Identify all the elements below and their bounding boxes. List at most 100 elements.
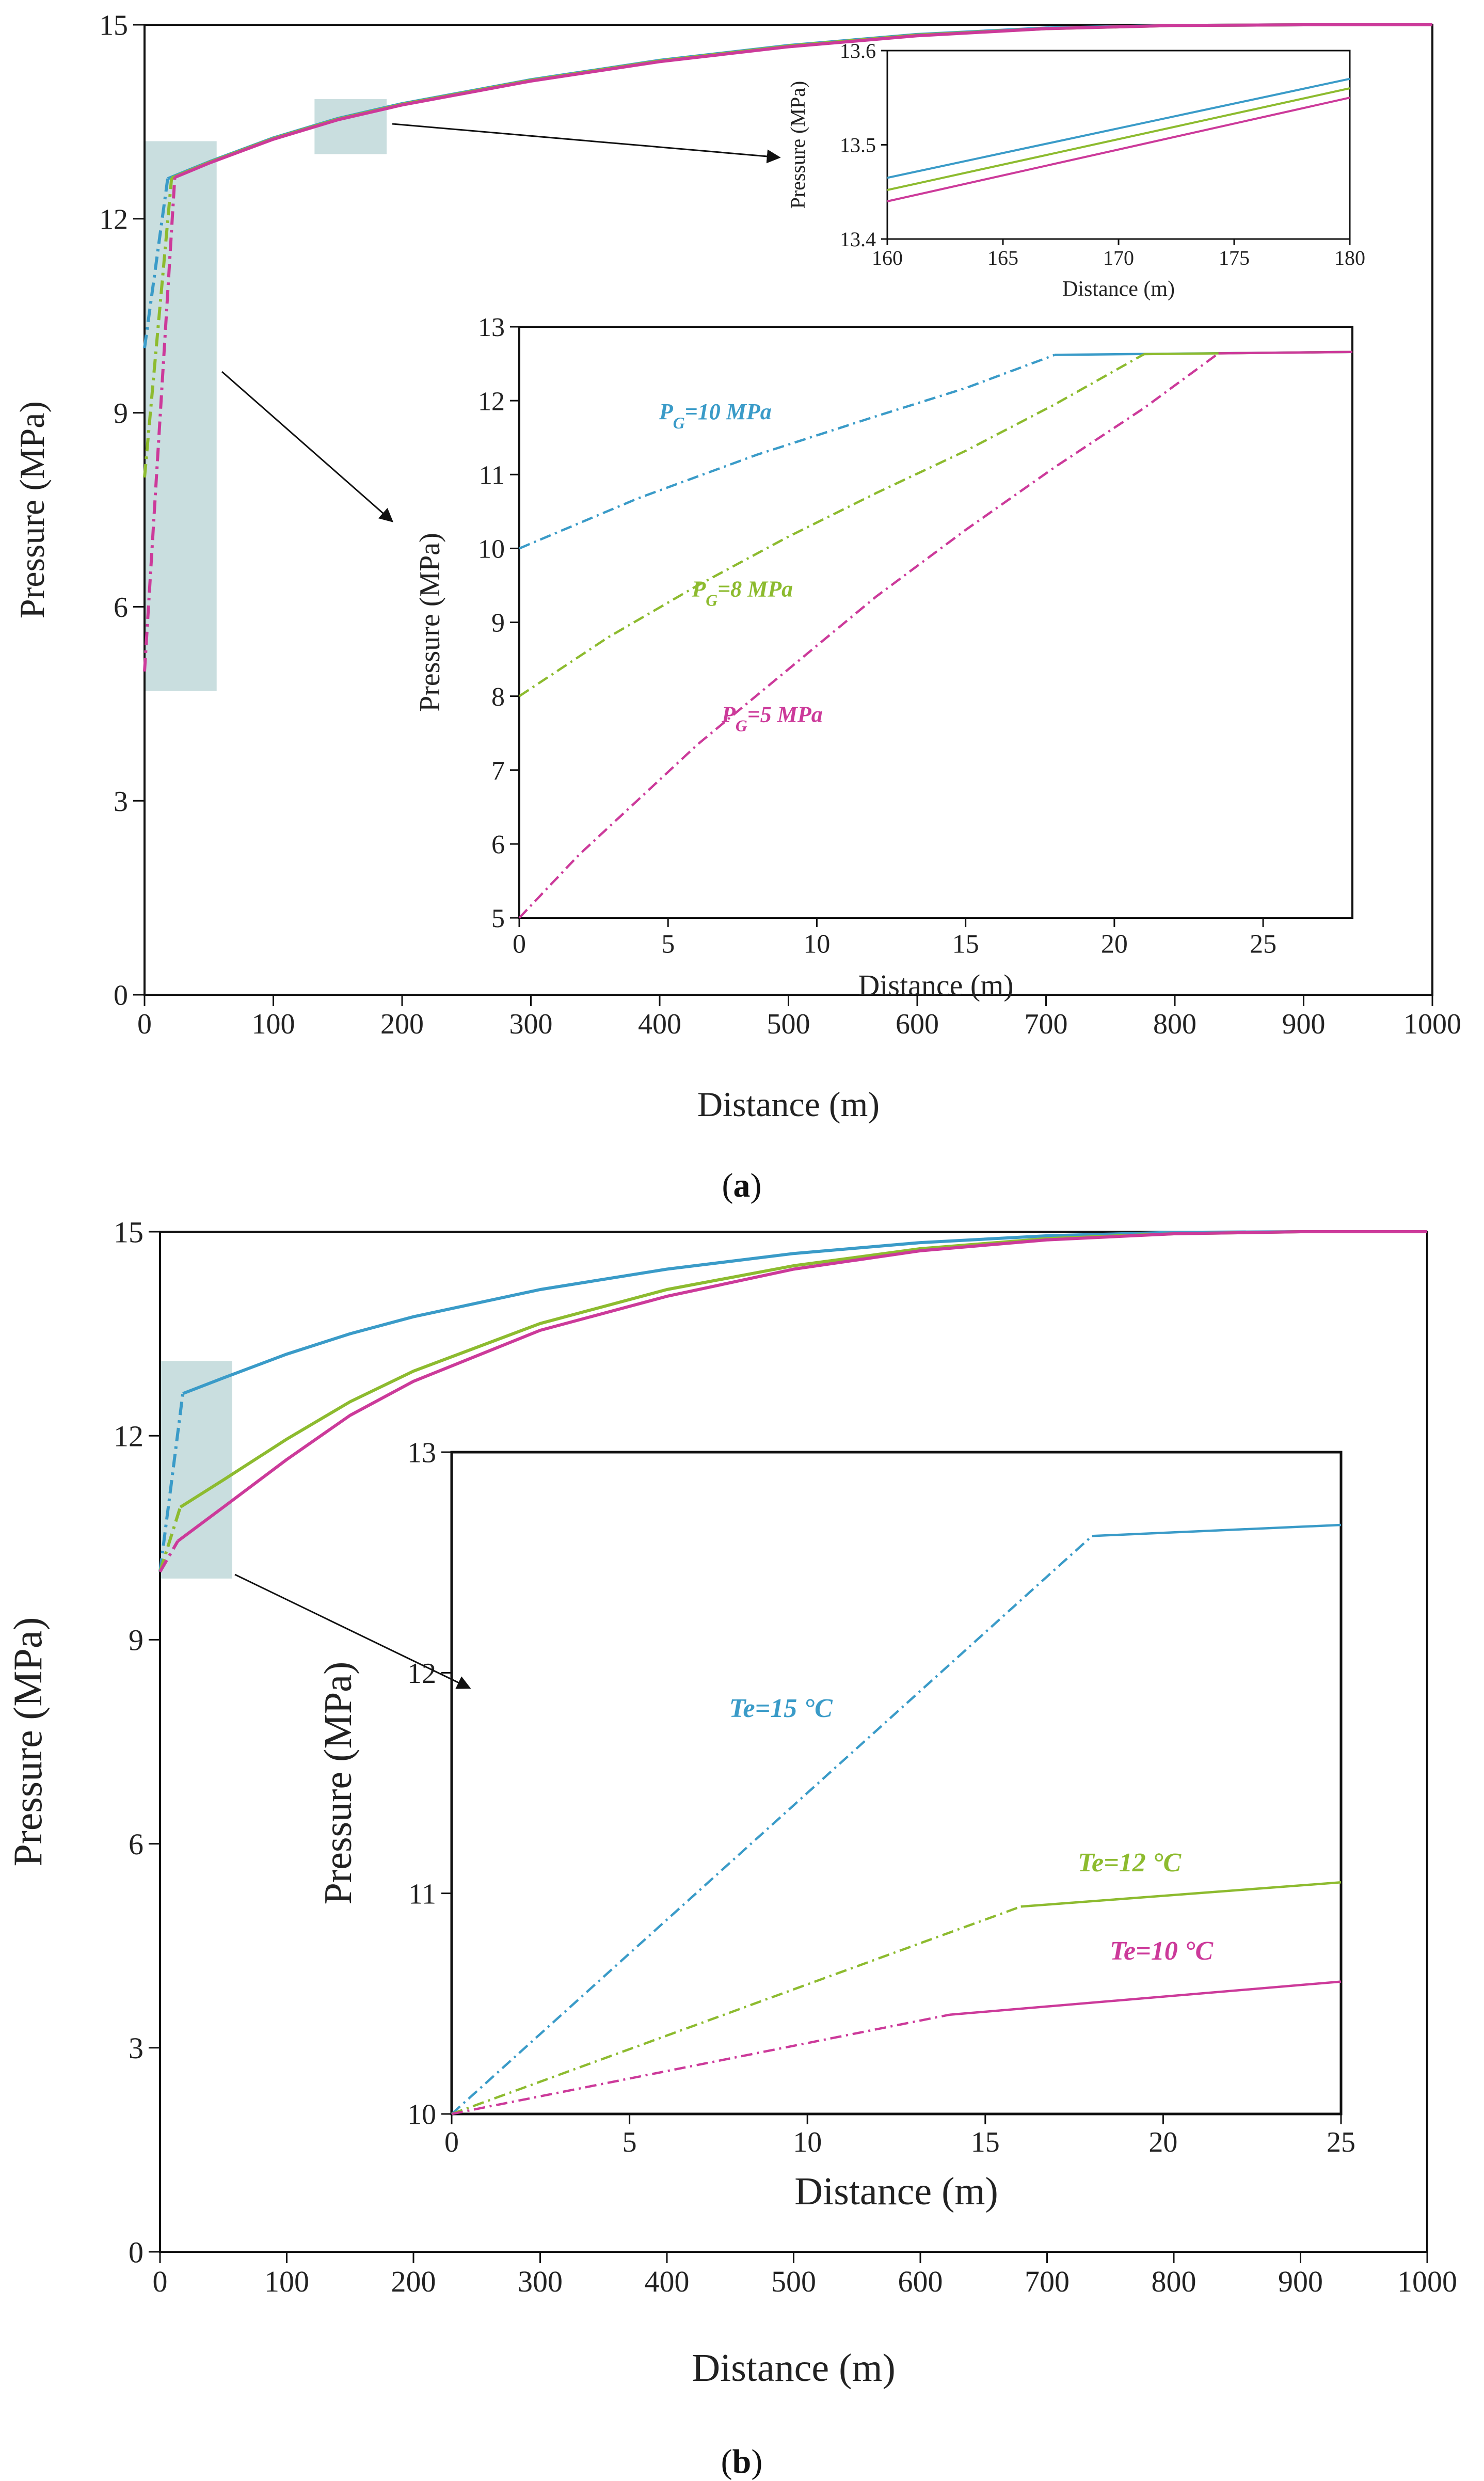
x-tick-label: 10 [793,2126,822,2158]
x-tick-label: 200 [391,2265,436,2298]
series-label-rest: =5 MPa [747,702,823,727]
zoom-arrow [221,371,394,522]
series-label-rest: =10 MPa [685,399,772,424]
x-tick-label: 180 [1334,246,1365,269]
x-tick-label: 900 [1278,2265,1323,2298]
y-axis-label: Pressure (MPa) [414,533,446,712]
y-tick-label: 7 [491,756,505,786]
series-label: Te=15 °C [729,1694,834,1723]
series-line [182,1230,1427,1395]
panel-caption-open: ( [722,1167,733,1204]
series-line-dashed [519,354,1056,550]
x-tick-label: 800 [1153,1008,1196,1040]
series-label-sub: G [736,717,747,735]
series-label-main: P [691,576,706,601]
y-tick-label: 10 [407,2099,436,2131]
y-tick-label: 8 [491,682,505,712]
series-label-main: P [659,399,674,424]
panel-a-inset-top: 160 165 170 175 180 13.4 13.5 13.6 Distance (m) P… [786,39,1365,301]
x-tick-label: 400 [645,2265,690,2298]
y-axis-label: Pressure (MPa) [786,81,809,209]
y-axis-label: Pressure (MPa) [12,401,52,618]
y-tick-label: 3 [129,2031,143,2065]
y-tick-label: 0 [114,980,128,1012]
y-tick-label: 15 [99,10,128,42]
series-label-sub: G [706,591,717,609]
y-tick-label: 12 [478,387,505,416]
x-tick-label: 100 [252,1008,295,1040]
series-line [887,77,1350,179]
x-tick-label: 175 [1219,246,1250,269]
x-tick-label: 1000 [1397,2265,1457,2298]
x-tick-label: 0 [444,2126,459,2158]
y-tick-label: 6 [129,1827,143,1861]
series-line [887,87,1350,192]
zoom-arrow [392,123,781,164]
series-label-sub: G [673,414,685,432]
y-axis-label: Pressure (MPa) [316,1662,360,1905]
series-line [177,1230,1427,1542]
x-tick-label: 20 [1101,929,1128,959]
y-tick-label: 9 [491,609,505,638]
series-line-dashed [158,1393,185,1572]
inset-plots: 160 165 170 175 180 13.4 13.5 13.6 Distance (m) P… [316,39,1365,2213]
series-label: PG=10 MPa [659,399,772,432]
x-tick-label: 800 [1152,2265,1196,2298]
y-tick-label: 15 [114,1215,143,1249]
panel-b-main-chart: 0 100 200 300 400 500 600 700 800 900 100003691215… [5,1215,1457,2480]
series-line-dashed [143,177,177,672]
zoom-highlight-region [314,99,387,154]
y-tick-label: 3 [114,786,128,818]
series-line-dashed [451,1535,1093,2115]
y-tick-label: 6 [491,830,505,860]
series-label-main: Te [1110,1936,1136,1966]
y-tick-label: 12 [114,1420,143,1453]
y-tick-label: 13.5 [840,134,876,157]
series-line-dashed [451,2013,950,2116]
y-tick-label: 0 [129,2235,143,2269]
inset-background [452,1452,1341,2114]
series-line [949,1980,1342,2016]
main-plots: 0 100 200 300 400 500 600 700 800 900 100003691215… [5,10,1461,2480]
y-axis-label: Pressure (MPa) [5,1617,50,1866]
x-tick-label: 300 [518,2265,563,2298]
x-axis-label: Distance (m) [692,2346,896,2390]
series-label: Te=10 °C [1110,1936,1214,1966]
series-line-dashed [143,178,169,348]
x-tick-label: 25 [1250,929,1276,959]
zoom-arrows [221,123,781,1689]
panel-caption: (a) [722,1167,762,1204]
x-tick-label: 5 [623,2126,637,2158]
series-line-dashed [451,1905,1022,2116]
x-tick-label: 20 [1148,2126,1177,2158]
x-tick-label: 500 [771,2265,816,2298]
series-line [174,23,1432,179]
y-tick-label: 13 [407,1437,436,1469]
zoom-highlight-region [145,141,217,691]
x-tick-label: 0 [137,1008,152,1040]
panel-caption-close: ) [751,2443,762,2480]
zoom-arrow [234,1573,471,1689]
x-tick-label: 15 [952,929,979,959]
series-label: Te=12 °C [1078,1848,1182,1878]
x-tick-label: 300 [509,1008,553,1040]
panel-caption-close: ) [751,1167,762,1204]
series-label-rest: =8 MPa [717,576,793,601]
series-line [1020,1881,1342,1908]
y-tick-label: 9 [114,397,128,430]
series-label: PG=8 MPa [691,576,793,609]
y-tick-label: 12 [99,203,128,235]
x-tick-label: 600 [896,1008,939,1040]
x-tick-label: 900 [1282,1008,1326,1040]
x-tick-label: 5 [661,929,675,959]
panel-caption-open: ( [721,2443,732,2480]
series-label-rest: =15 °C [755,1694,833,1723]
x-tick-label: 600 [898,2265,943,2298]
x-tick-label: 500 [767,1008,810,1040]
x-axis-label: Distance (m) [858,968,1013,1002]
x-tick-label: 10 [803,929,830,959]
x-tick-label: 100 [264,2265,309,2298]
series-line [887,97,1350,202]
x-tick-label: 0 [513,929,526,959]
